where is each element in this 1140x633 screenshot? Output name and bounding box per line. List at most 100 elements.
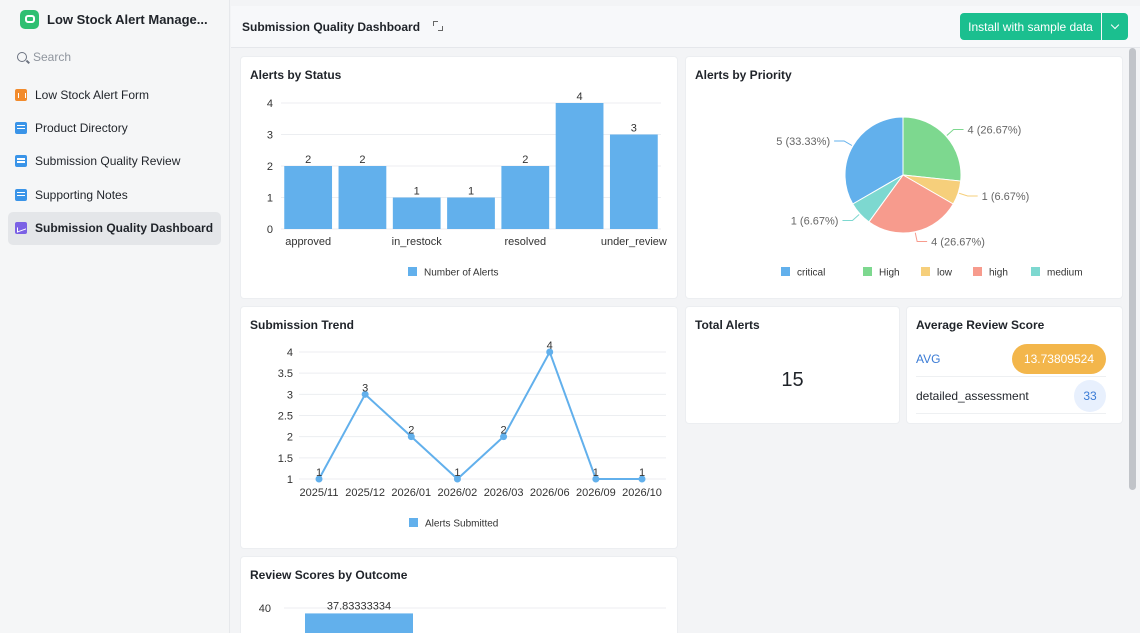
data-point	[361, 390, 369, 398]
y-tick-label: 4	[287, 347, 293, 359]
card-title: Alerts by Priority	[695, 68, 792, 82]
x-tick-label: 2026/02	[438, 487, 478, 499]
x-tick-label: 2025/11	[300, 487, 339, 499]
bar-value-label: 1	[468, 186, 474, 198]
pie-slice-label: 1 (6.67%)	[982, 191, 1030, 203]
sidebar-item-label: Supporting Notes	[35, 187, 128, 202]
sidebar-item-product-directory[interactable]: Product Directory	[8, 111, 221, 144]
pie-slice-label: 4 (26.67%)	[931, 237, 985, 249]
data-point	[500, 433, 508, 441]
point-value-label: 3	[362, 382, 368, 394]
legend-label: medium	[1047, 268, 1083, 279]
x-tick-label: in_restock	[392, 236, 443, 248]
data-point	[407, 433, 415, 441]
sidebar-item-low-stock-alert-form[interactable]: Low Stock Alert Form	[8, 78, 221, 111]
card-title: Review Scores by Outcome	[250, 568, 408, 582]
x-tick-label: resolved	[504, 236, 546, 248]
bar	[555, 103, 604, 229]
sidebar-item-label: Submission Quality Review	[35, 154, 181, 169]
bar-value-label: 37.83333334	[327, 600, 391, 612]
y-tick-label: 2.5	[278, 411, 293, 423]
legend-swatch	[921, 267, 930, 276]
point-value-label: 4	[547, 340, 553, 352]
chevron-down-icon	[1110, 20, 1120, 30]
pie-label-leader	[958, 192, 978, 197]
x-tick-label: 2026/09	[576, 487, 616, 499]
x-tick-label: 2026/01	[391, 487, 431, 499]
search-input[interactable]: Search	[17, 50, 71, 64]
y-tick-label: 1	[267, 193, 273, 205]
avg-row: AVG 13.73809524	[916, 341, 1106, 377]
y-tick-label: 3.5	[278, 368, 293, 380]
avg-value-badge: 13.73809524	[1011, 343, 1106, 374]
bar-value-label: 1	[414, 186, 420, 198]
sidebar-item-label: Submission Quality Dashboard	[35, 221, 214, 236]
sidebar-item-submission-quality-review[interactable]: Submission Quality Review	[8, 145, 221, 178]
expand-icon[interactable]	[433, 21, 443, 31]
point-value-label: 2	[408, 425, 414, 437]
y-tick-label: 1.5	[278, 453, 293, 465]
y-tick-label: 3	[287, 389, 293, 401]
bar-value-label: 2	[305, 154, 311, 166]
average-review-score-card: Average Review Score AVG 13.73809524 det…	[907, 307, 1122, 423]
table-icon	[15, 121, 27, 134]
app-logo-icon	[20, 9, 39, 29]
series-line	[318, 349, 642, 481]
data-point	[546, 348, 554, 356]
pie-slice-label: 5 (33.33%)	[776, 136, 830, 148]
data-point	[592, 475, 600, 483]
legend-swatch	[863, 267, 872, 276]
install-sample-data-button[interactable]: Install with sample data	[960, 13, 1101, 40]
pie-slice	[852, 174, 904, 223]
avg-label[interactable]: AVG	[916, 351, 941, 366]
sidebar: Low Stock Alert Manage... Search Low Sto…	[0, 0, 230, 633]
install-options-dropdown[interactable]	[1102, 13, 1128, 40]
pie-slice-label: 1 (6.67%)	[791, 216, 839, 228]
detailed-assessment-badge: 33	[1074, 379, 1106, 412]
x-tick-label: 2025/12	[345, 487, 385, 499]
legend-swatch	[409, 518, 418, 527]
total-alerts-value: 15	[781, 369, 804, 391]
dashboard-icon	[15, 222, 27, 235]
bar-value-label: 2	[359, 154, 365, 166]
card-title: Total Alerts	[695, 318, 760, 332]
pie-label-leader	[842, 214, 860, 222]
point-value-label: 1	[454, 467, 460, 479]
y-tick-label: 1	[287, 474, 293, 486]
legend-swatch	[973, 267, 982, 276]
table-icon	[15, 188, 27, 201]
legend-swatch	[781, 267, 790, 276]
bar	[447, 197, 495, 229]
priority-pie-chart: 5 (33.33%) 4 (26.67%) 1 (6.67%) 4 (26.67%) 1…	[776, 116, 1083, 279]
outcome-bar-chart: 40 37.83333334	[259, 600, 666, 633]
x-tick-label: 2026/03	[484, 487, 524, 499]
scrollbar-thumb[interactable]	[1129, 48, 1136, 490]
y-tick-label: 2	[287, 432, 293, 444]
pie-slice	[868, 174, 954, 234]
status-bar-chart: 0 1 2 3 4 2 approved 2 1 in_restock 1 2 resolved 4 3 un…	[267, 91, 667, 279]
alerts-by-priority-card: Alerts by Priority 5 (33.33%) 4 (26.67%) 1…	[686, 57, 1122, 298]
legend-label: High	[879, 268, 900, 279]
legend-swatch	[1031, 267, 1040, 276]
sidebar-item-submission-quality-dashboard[interactable]: Submission Quality Dashboard	[8, 211, 221, 245]
card-title: Average Review Score	[916, 318, 1045, 332]
pie-slice	[902, 116, 962, 182]
y-tick-label: 40	[259, 603, 271, 615]
bar	[501, 166, 550, 229]
card-title: Alerts by Status	[250, 68, 342, 82]
sidebar-item-supporting-notes[interactable]: Supporting Notes	[8, 178, 221, 211]
sidebar-item-label: Product Directory	[35, 120, 128, 135]
data-point	[315, 475, 323, 483]
dashboard-main: Submission Quality Dashboard Install wit…	[231, 6, 1140, 633]
point-value-label: 1	[639, 467, 645, 479]
review-scores-by-outcome-card: Review Scores by Outcome 40 37.83333334	[241, 557, 677, 633]
point-value-label: 2	[501, 425, 507, 437]
app-header[interactable]: Low Stock Alert Manage...	[20, 8, 208, 30]
pie-slice	[844, 116, 904, 205]
x-tick-label: under_review	[601, 236, 667, 248]
x-tick-label: 2026/06	[530, 487, 570, 499]
legend-label: low	[937, 268, 953, 279]
data-point	[638, 475, 646, 483]
detailed-assessment-label: detailed_assessment	[916, 388, 1029, 403]
dashboard-toolbar: Submission Quality Dashboard Install wit…	[231, 6, 1140, 48]
